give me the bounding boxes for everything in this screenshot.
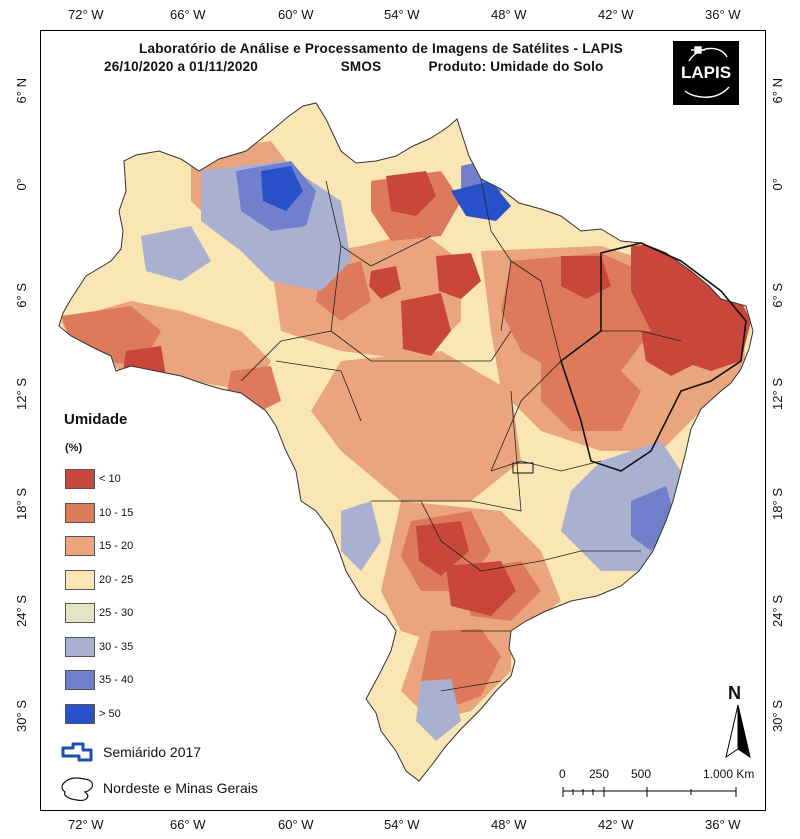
lon-label: 66° W [170,817,206,832]
lon-label: 36° W [705,7,741,22]
legend-swatch-label: 10 - 15 [99,506,134,519]
soil-moisture-map [58,102,754,782]
lat-label: 6° N [14,78,29,104]
lat-label: 0° [770,178,785,191]
lat-label: 6° N [770,78,785,104]
semiarid-legend-label: Semiárido 2017 [103,744,202,760]
lon-label: 36° W [705,817,741,832]
scale-bar-graphic [562,787,737,797]
lat-label: 30° S [770,700,785,732]
scale-label: 250 [589,767,610,781]
legend-swatch-label: 15 - 20 [99,540,134,552]
lat-label: 24° S [14,595,29,627]
lon-label: 42° W [598,817,634,832]
legend-swatch [65,703,95,724]
legend-swatch [65,536,95,556]
north-arrow-label: N [728,683,741,703]
lapis-logo: LAPIS [673,41,739,105]
lon-label: 60° W [278,7,314,22]
legend-swatch-label: 20 - 25 [99,573,134,586]
scale-label: 500 [631,767,652,781]
legend-swatch-label: 35 - 40 [99,674,134,686]
lat-label: 12° S [770,378,785,410]
legend-swatch [65,502,95,523]
legend-swatch [65,469,95,489]
legend-swatch [65,670,95,690]
legend-unit: (%) [65,442,83,454]
legend-title: Umidade [64,411,128,428]
nordeste-legend-icon [61,777,94,801]
map-date-range: 26/10/2020 a 01/11/2020 [104,59,258,74]
legend-swatch-label: < 10 [99,473,121,485]
lat-label: 6° S [770,283,785,308]
lat-label: 12° S [14,378,29,410]
nordeste-legend-label: Nordeste e Minas Gerais [103,780,258,796]
legend-swatch-label: > 50 [99,707,121,720]
lat-label: 0° [14,178,29,191]
semiarid-legend-icon [61,742,93,762]
legend-swatch-label: 30 - 35 [99,640,134,653]
map-title: Laboratório de Análise e Processamento d… [139,41,623,56]
lon-label: 66° W [170,7,206,22]
legend-swatch [65,569,95,590]
federal-district-outline [512,462,534,474]
lon-label: 48° W [491,817,527,832]
lat-label: 24° S [770,595,785,627]
lon-label: 42° W [598,7,634,22]
map-product: Produto: Umidade do Solo [428,59,604,74]
legend-swatch [65,603,95,623]
lat-label: 6° S [14,283,29,308]
semiarid-outline [560,242,747,472]
lat-label: 18° S [14,488,29,520]
lon-label: 72° W [68,817,104,832]
map-sensor: SMOS [340,59,382,74]
lon-label: 54° W [384,817,420,832]
lon-label: 54° W [384,7,420,22]
lon-label: 72° W [68,7,104,22]
lon-label: 48° W [491,7,527,22]
legend-swatch-label: 25 - 30 [99,607,134,619]
logo-text: LAPIS [680,63,732,82]
legend-swatch [65,636,95,657]
lat-label: 18° S [770,488,785,520]
north-arrow-icon [725,705,751,759]
scale-label: 1.000 Km [703,767,755,781]
map-frame: Laboratório de Análise e Processamento d… [40,30,766,811]
scale-label: 0 [559,767,566,781]
lon-label: 60° W [278,817,314,832]
lat-label: 30° S [14,700,29,732]
